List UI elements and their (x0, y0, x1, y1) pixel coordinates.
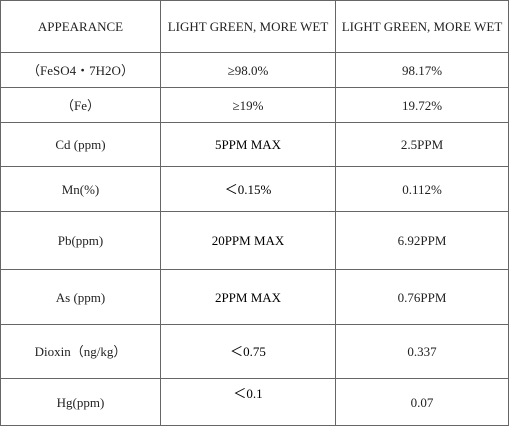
table-cell: Pb(ppm) (0, 211, 161, 270)
table-row: Dioxin（ng/kg） ＜0.75 0.337 (0, 324, 509, 379)
table-cell: 19.72% (335, 87, 509, 123)
table-cell: 0.07 (335, 378, 509, 426)
table-cell: 2PPM MAX (160, 269, 336, 325)
table-cell: 5PPM MAX (160, 122, 336, 167)
table-cell: 2.5PPM (335, 122, 509, 167)
table-cell: Mn(%) (0, 166, 161, 212)
table-cell: As (ppm) (0, 269, 161, 325)
table-cell: 0.112% (335, 166, 509, 212)
table-cell: ＜0.15% (160, 166, 336, 212)
header-cell: LIGHT GREEN, MORE WET (160, 0, 336, 53)
table-cell: ＜0.75 (160, 324, 336, 379)
table-cell: （FeSO4・7H2O） (0, 52, 161, 88)
table-cell: Cd (ppm) (0, 122, 161, 167)
table-row: APPEARANCE LIGHT GREEN, MORE WET LIGHT GRE… (0, 0, 509, 53)
table-cell: 20PPM MAX (160, 211, 336, 270)
table-row: Hg(ppm) ＜0.1 0.07 (0, 378, 509, 426)
table-row: As (ppm) 2PPM MAX 0.76PPM (0, 269, 509, 325)
table-row: Pb(ppm) 20PPM MAX 6.92PPM (0, 211, 509, 270)
table-cell: （Fe） (0, 87, 161, 123)
header-cell: LIGHT GREEN, MORE WET (335, 0, 509, 53)
table-row: Mn(%) ＜0.15% 0.112% (0, 166, 509, 212)
table-cell: ≥19% (160, 87, 336, 123)
table-cell: Dioxin（ng/kg） (0, 324, 161, 379)
table-row: Cd (ppm) 5PPM MAX 2.5PPM (0, 122, 509, 167)
table-cell: 98.17% (335, 52, 509, 88)
table-row: （Fe） ≥19% 19.72% (0, 87, 509, 123)
table-cell: 0.76PPM (335, 269, 509, 325)
table-cell: ＜0.1 (160, 378, 336, 426)
table-cell: 6.92PPM (335, 211, 509, 270)
table-cell: Hg(ppm) (0, 378, 161, 426)
table-cell: 0.337 (335, 324, 509, 379)
table-cell: ≥98.0% (160, 52, 336, 88)
table-row: （FeSO4・7H2O） ≥98.0% 98.17% (0, 52, 509, 88)
header-cell: APPEARANCE (0, 0, 161, 53)
